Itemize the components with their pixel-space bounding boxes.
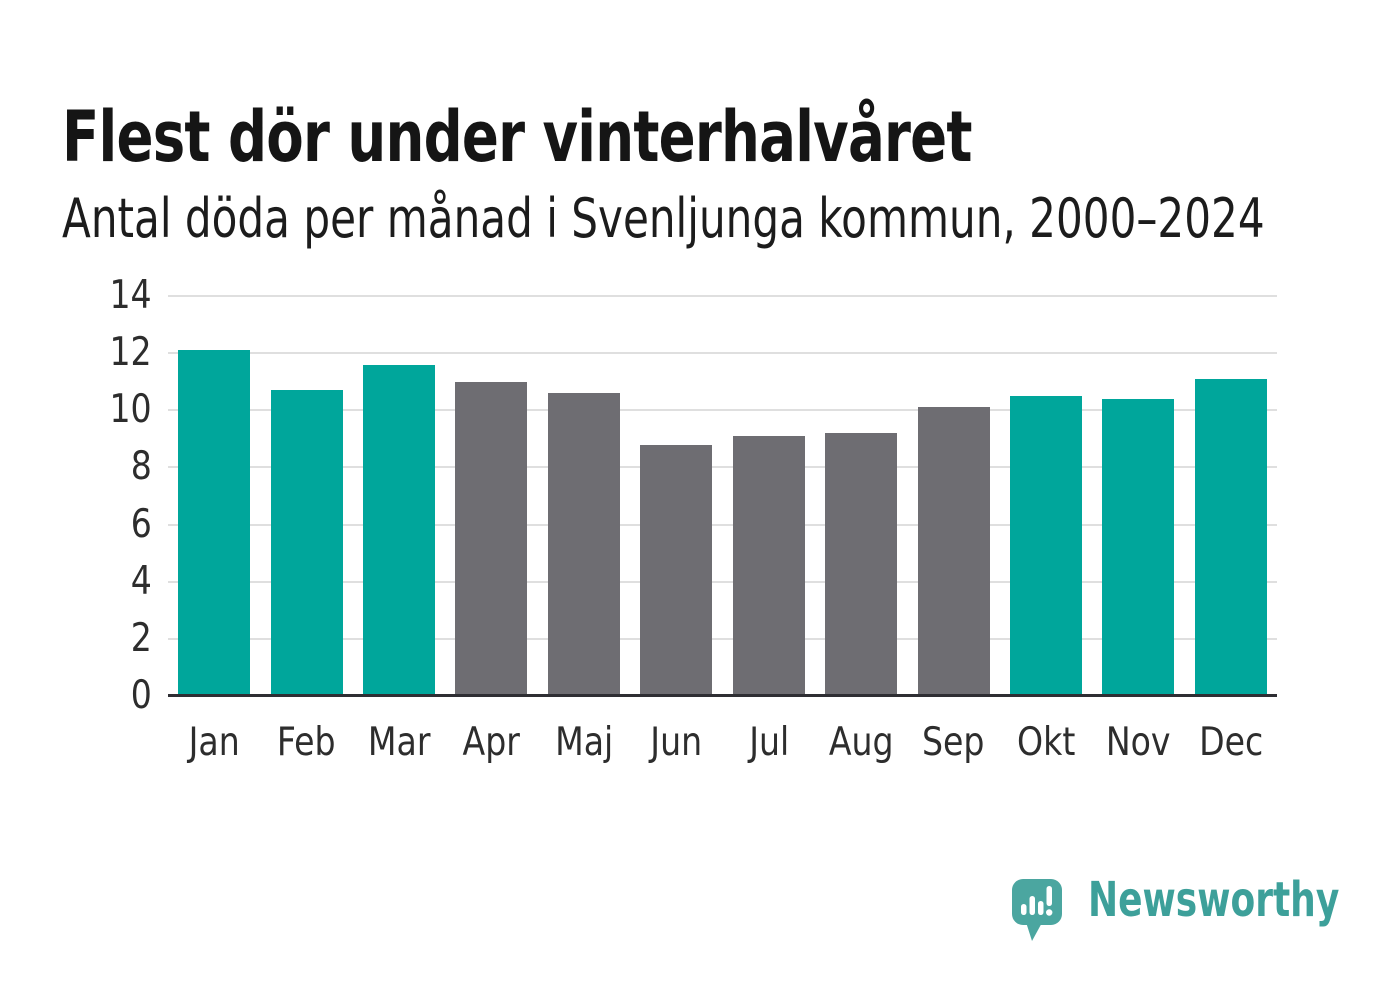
y-tick-10: 10: [109, 387, 152, 433]
bar-nov: [1102, 398, 1175, 696]
gridline-14: [168, 295, 1277, 297]
logo-bar-2: [1029, 896, 1035, 915]
y-tick-14: 14: [109, 273, 152, 318]
x-label-nov: Nov: [1106, 720, 1171, 765]
bar-sep: [917, 407, 990, 696]
bar-feb: [270, 390, 343, 696]
logo-exclamation-bar: [1046, 886, 1052, 906]
y-tick-12: 12: [109, 330, 152, 376]
x-label-dec: Dec: [1198, 720, 1263, 765]
y-tick-4: 4: [130, 558, 152, 604]
y-tick-2: 2: [130, 615, 152, 661]
x-axis-line: [168, 694, 1277, 697]
page-subtitle: Antal döda per månad i Svenljunga kommun…: [62, 187, 1265, 250]
y-tick-8: 8: [130, 444, 152, 490]
x-label-aug: Aug: [828, 720, 894, 765]
bar-aug: [825, 433, 898, 696]
x-label-apr: Apr: [462, 720, 521, 765]
bar-mar: [363, 364, 436, 696]
y-tick-0: 0: [130, 673, 152, 718]
bar-chart: 0 2 4 6 8 10 12 14 Jan Feb Mar Apr Maj Jun Jul Aug Sep O…: [0, 273, 1382, 765]
gridline-12: [168, 352, 1277, 355]
bar-jan: [178, 350, 251, 696]
logo-bubble-tail: [1025, 919, 1044, 941]
bar-okt: [1009, 396, 1082, 696]
x-label-jun: Jun: [650, 720, 703, 765]
page-title: Flest dör under vinterhalvåret: [62, 95, 973, 178]
plot-area: Jan Feb Mar Apr Maj Jun Jul Aug Sep Okt Nov Dec: [168, 295, 1277, 765]
y-tick-6: 6: [130, 501, 152, 547]
x-label-maj: Maj: [554, 720, 613, 765]
bar-chart-bubble-icon: [1012, 879, 1062, 941]
gridline-10: [168, 409, 1277, 412]
bar-dec: [1194, 378, 1267, 696]
logo-bubble: [1012, 879, 1062, 925]
bar-maj: [547, 393, 620, 696]
gridline-6: [168, 523, 1277, 526]
x-label-okt: Okt: [1016, 720, 1076, 765]
gridline-8: [168, 466, 1277, 469]
bar-jun: [640, 444, 713, 696]
x-label-jul: Jul: [748, 720, 789, 765]
gridline-4: [168, 580, 1277, 583]
x-label-feb: Feb: [277, 720, 336, 765]
newsworthy-logo[interactable]: Newsworthy: [1012, 872, 1372, 959]
x-label-mar: Mar: [367, 720, 431, 765]
logo-text: Newsworthy: [1088, 872, 1340, 928]
logo-bar-1: [1021, 904, 1027, 915]
bar-apr: [455, 381, 528, 696]
gridline-2: [168, 637, 1277, 640]
y-axis: 0 2 4 6 8 10 12 14: [0, 273, 152, 718]
logo-bar-3: [1038, 901, 1044, 915]
logo-exclamation-dot: [1046, 909, 1053, 916]
x-label-jan: Jan: [188, 720, 240, 765]
bar-jul: [732, 436, 805, 696]
x-label-sep: Sep: [922, 720, 985, 765]
